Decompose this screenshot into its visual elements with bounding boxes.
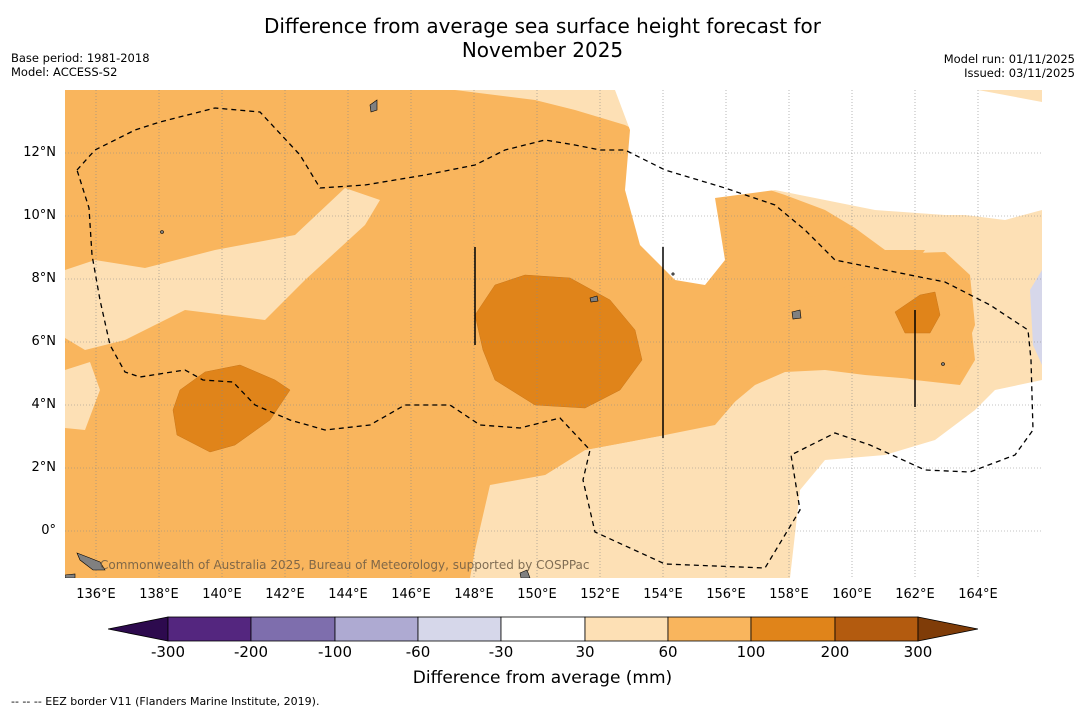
island-south-coast xyxy=(519,569,531,578)
model-run: Model run: 01/11/2025 xyxy=(943,52,1075,66)
colorbar-bin-9 xyxy=(834,616,919,642)
lat-label-2n: 2°N xyxy=(31,460,57,475)
lon-label-160e: 160°E xyxy=(832,587,872,602)
lat-label-0: 0° xyxy=(41,523,56,538)
colorbar-bin-7 xyxy=(667,616,752,642)
base-period: Base period: 1981-2018 xyxy=(11,51,150,65)
meta-left: Base period: 1981-2018 Model: ACCESS-S2 xyxy=(11,51,150,79)
colorbar-bin-4 xyxy=(417,616,502,642)
island-guam xyxy=(369,99,378,113)
colorbar-tick-neg200: -200 xyxy=(233,643,269,661)
anomaly-negative-region xyxy=(1030,270,1042,365)
anomaly-neutral-south xyxy=(790,380,1042,578)
island-southwest xyxy=(65,573,76,578)
colorbar-tick-200: 200 xyxy=(820,643,850,661)
lat-label-4n: 4°N xyxy=(31,397,57,412)
island-small-1 xyxy=(160,230,164,234)
lon-label-136e: 136°E xyxy=(76,587,116,602)
island-small-2 xyxy=(671,272,675,276)
lon-label-154e: 154°E xyxy=(643,587,683,602)
anomaly-30-60-northwest xyxy=(65,188,380,350)
lon-label-152e: 152°E xyxy=(580,587,620,602)
lon-label-156e: 156°E xyxy=(706,587,746,602)
lat-label-10n: 10°N xyxy=(23,208,56,223)
lon-label-148e: 148°E xyxy=(454,587,494,602)
island-pohnpei xyxy=(791,309,802,320)
meta-right: Model run: 01/11/2025 Issued: 03/11/2025 xyxy=(944,52,1075,80)
model-name: Model: ACCESS-S2 xyxy=(11,65,118,79)
chart-title: Difference from average sea surface heig… xyxy=(0,14,1085,62)
island-new-guinea-coast xyxy=(76,552,106,571)
island-small-3 xyxy=(941,362,945,366)
issued-date: Issued: 03/11/2025 xyxy=(964,66,1075,80)
lon-label-144e: 144°E xyxy=(328,587,368,602)
land-islands xyxy=(65,99,945,578)
anomaly-100-200-west xyxy=(172,364,291,453)
colorbar-title: Difference from average (mm) xyxy=(412,668,673,688)
anomaly-30-60-west xyxy=(65,362,100,430)
lat-label-12n: 12°N xyxy=(23,145,56,160)
colorbar-tick-60: 60 xyxy=(658,643,678,661)
anomaly-60-100-band xyxy=(485,252,975,475)
colorbar-tick-100: 100 xyxy=(736,643,766,661)
map-panel[interactable] xyxy=(65,90,1042,578)
eez-legend-note: -- -- -- EEZ border V11 (Flanders Marine… xyxy=(11,695,320,708)
colorbar xyxy=(107,616,979,642)
lon-label-142e: 142°E xyxy=(265,587,305,602)
lon-label-140e: 140°E xyxy=(202,587,242,602)
eez-border xyxy=(76,107,1034,569)
anomaly-30-60-corner xyxy=(978,90,1042,102)
anomaly-100-200-central xyxy=(474,274,643,409)
colorbar-bin-2 xyxy=(250,616,336,642)
lat-label-6n: 6°N xyxy=(31,334,57,349)
colorbar-tick-neg100: -100 xyxy=(317,643,353,661)
lon-label-150e: 150°E xyxy=(517,587,557,602)
colorbar-arrow-low xyxy=(107,616,169,642)
colorbar-bin-1 xyxy=(167,616,252,642)
copyright-watermark: Commonwealth of Australia 2025, Bureau o… xyxy=(100,558,590,572)
eez-boundary-lines xyxy=(474,247,916,438)
anomaly-100-200-east xyxy=(894,291,941,334)
island-chuuk xyxy=(589,295,599,303)
colorbar-tick-neg30: -30 xyxy=(488,643,514,661)
colorbar-arrow-high xyxy=(917,616,979,642)
colorbar-svg xyxy=(107,616,979,642)
title-line-1: Difference from average sea surface heig… xyxy=(263,14,822,38)
colorbar-tick-300: 300 xyxy=(903,643,933,661)
lon-label-146e: 146°E xyxy=(391,587,431,602)
gridlines xyxy=(65,90,1042,578)
colorbar-tick-neg300: -300 xyxy=(150,643,186,661)
colorbar-bin-5 xyxy=(500,616,586,642)
colorbar-bin-3 xyxy=(334,616,419,642)
colorbar-bin-8 xyxy=(750,616,836,642)
colorbar-tick-30: 30 xyxy=(575,643,595,661)
anomaly-neutral-region xyxy=(615,90,1042,285)
lat-label-8n: 8°N xyxy=(31,271,57,286)
colorbar-tick-neg60: -60 xyxy=(405,643,431,661)
lon-label-162e: 162°E xyxy=(895,587,935,602)
lon-label-138e: 138°E xyxy=(139,587,179,602)
map-svg xyxy=(65,90,1042,578)
title-line-2: November 2025 xyxy=(461,38,624,62)
lon-label-158e: 158°E xyxy=(769,587,809,602)
lon-label-164e: 164°E xyxy=(958,587,998,602)
colorbar-bin-6 xyxy=(584,616,669,642)
